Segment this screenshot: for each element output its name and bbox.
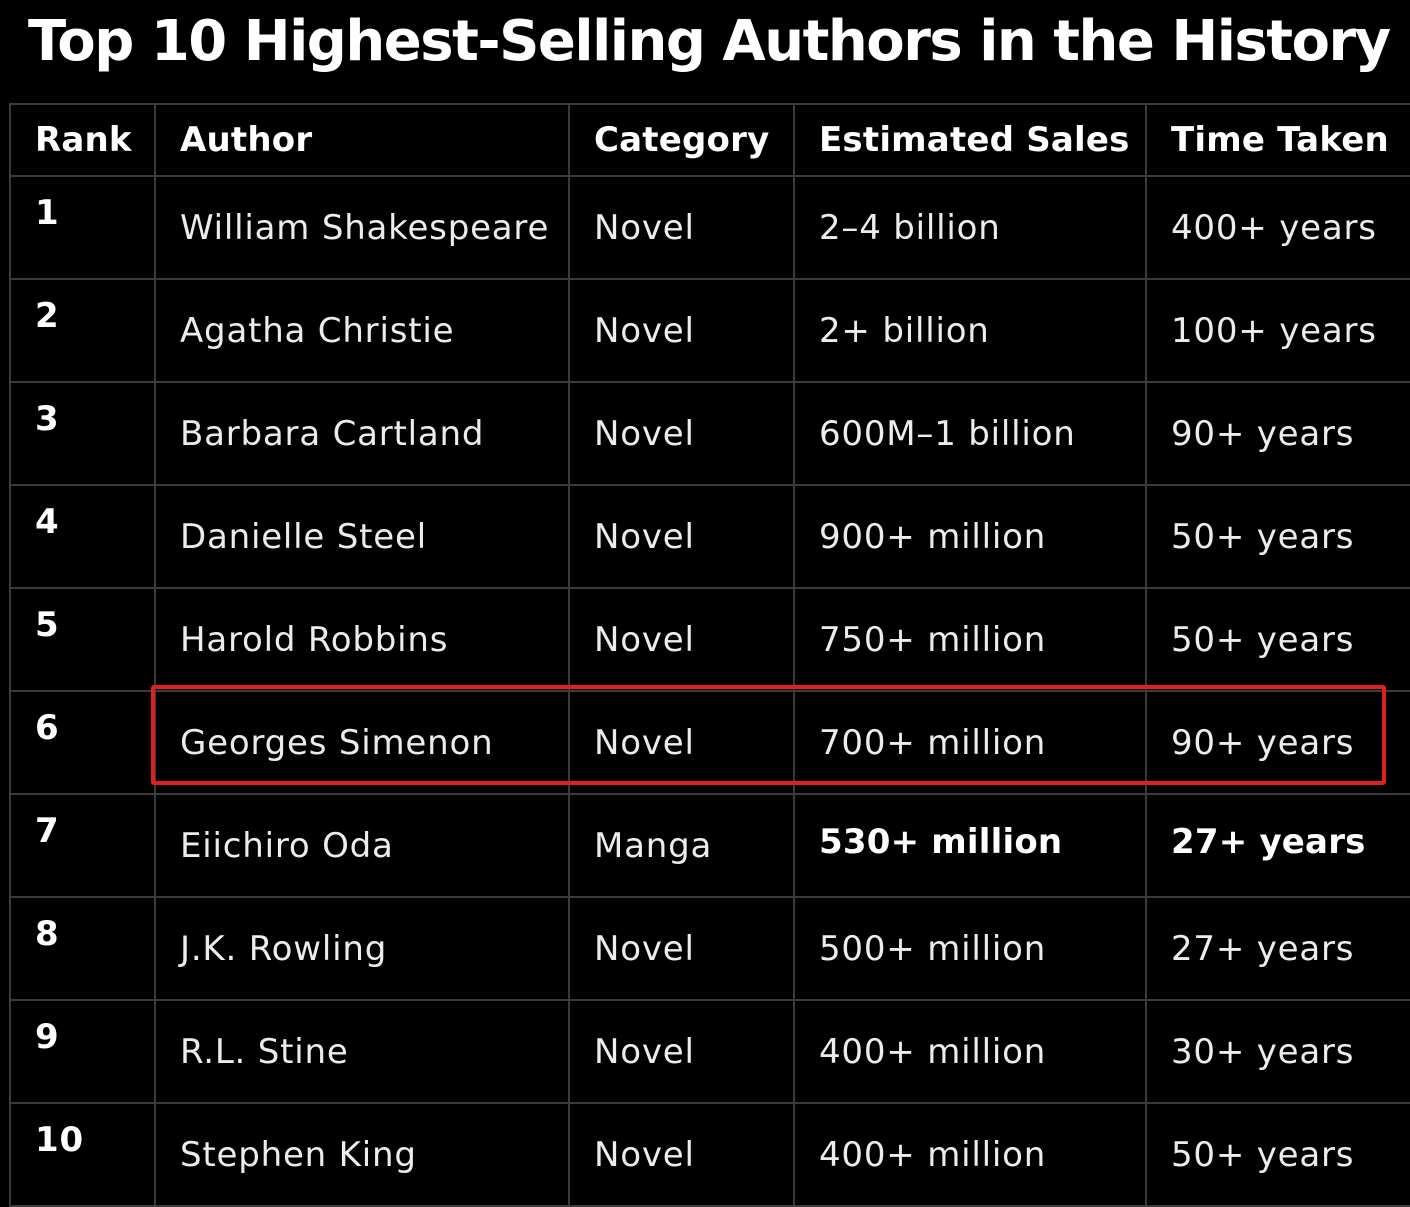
rank-cell: 4 bbox=[9, 484, 156, 589]
sales-cell: 2–4 billion bbox=[793, 175, 1147, 280]
rank-cell: 7 bbox=[9, 793, 156, 898]
rank-cell: 9 bbox=[9, 999, 156, 1104]
category-cell: Novel bbox=[568, 587, 795, 692]
author-cell: J.K. Rowling bbox=[154, 896, 570, 1001]
time-cell: 50+ years bbox=[1145, 587, 1410, 692]
sales-cell: 900+ million bbox=[793, 484, 1147, 589]
header-row: Rank Author Category Estimated Sales Tim… bbox=[9, 103, 1410, 177]
time-cell: 50+ years bbox=[1145, 1102, 1410, 1207]
table-row: 1 William Shakespeare Novel 2–4 billion … bbox=[9, 175, 1410, 280]
sales-cell: 700+ million bbox=[793, 690, 1147, 795]
rank-cell: 3 bbox=[9, 381, 156, 486]
category-cell: Novel bbox=[568, 999, 795, 1104]
rank-cell: 8 bbox=[9, 896, 156, 1001]
table-row: 5 Harold Robbins Novel 750+ million 50+ … bbox=[9, 587, 1410, 692]
sales-cell: 500+ million bbox=[793, 896, 1147, 1001]
author-cell: William Shakespeare bbox=[154, 175, 570, 280]
time-cell: 27+ years bbox=[1145, 896, 1410, 1001]
author-cell: Barbara Cartland bbox=[154, 381, 570, 486]
table-header: Rank Author Category Estimated Sales Tim… bbox=[9, 103, 1410, 177]
rank-cell: 1 bbox=[9, 175, 156, 280]
time-cell: 100+ years bbox=[1145, 278, 1410, 383]
table-row: 3 Barbara Cartland Novel 600M–1 billion … bbox=[9, 381, 1410, 486]
category-cell: Manga bbox=[568, 793, 795, 898]
table-row: 10 Stephen King Novel 400+ million 50+ y… bbox=[9, 1102, 1410, 1207]
table-row: 2 Agatha Christie Novel 2+ billion 100+ … bbox=[9, 278, 1410, 383]
author-cell: R.L. Stine bbox=[154, 999, 570, 1104]
time-cell: 90+ years bbox=[1145, 690, 1410, 795]
header-category: Category bbox=[568, 103, 795, 177]
table-row: 6 Georges Simenon Novel 700+ million 90+… bbox=[9, 690, 1410, 795]
category-cell: Novel bbox=[568, 690, 795, 795]
header-rank: Rank bbox=[9, 103, 156, 177]
highlighted-row: 7 Eiichiro Oda Manga 530+ million 27+ ye… bbox=[9, 793, 1410, 898]
rank-cell: 10 bbox=[9, 1102, 156, 1207]
category-cell: Novel bbox=[568, 896, 795, 1001]
table-row: 9 R.L. Stine Novel 400+ million 30+ year… bbox=[9, 999, 1410, 1104]
time-cell: 50+ years bbox=[1145, 484, 1410, 589]
header-author: Author bbox=[154, 103, 570, 177]
sales-cell: 400+ million bbox=[793, 1102, 1147, 1207]
sales-cell: 750+ million bbox=[793, 587, 1147, 692]
sales-cell: 600M–1 billion bbox=[793, 381, 1147, 486]
table-row: 4 Danielle Steel Novel 900+ million 50+ … bbox=[9, 484, 1410, 589]
header-estimated-sales: Estimated Sales bbox=[793, 103, 1147, 177]
page-title: Top 10 Highest-Selling Authors in the Hi… bbox=[28, 9, 1391, 74]
time-cell: 30+ years bbox=[1145, 999, 1410, 1104]
category-cell: Novel bbox=[568, 175, 795, 280]
time-cell: 27+ years bbox=[1145, 793, 1410, 898]
category-cell: Novel bbox=[568, 381, 795, 486]
rank-cell: 5 bbox=[9, 587, 156, 692]
author-cell: Danielle Steel bbox=[154, 484, 570, 589]
header-time-taken: Time Taken bbox=[1145, 103, 1410, 177]
authors-table: Rank Author Category Estimated Sales Tim… bbox=[9, 103, 1410, 1207]
sales-cell: 400+ million bbox=[793, 999, 1147, 1104]
author-cell: Georges Simenon bbox=[154, 690, 570, 795]
sales-cell: 530+ million bbox=[793, 793, 1147, 898]
category-cell: Novel bbox=[568, 278, 795, 383]
category-cell: Novel bbox=[568, 1102, 795, 1207]
rank-cell: 6 bbox=[9, 690, 156, 795]
author-cell: Stephen King bbox=[154, 1102, 570, 1207]
category-cell: Novel bbox=[568, 484, 795, 589]
sales-cell: 2+ billion bbox=[793, 278, 1147, 383]
time-cell: 90+ years bbox=[1145, 381, 1410, 486]
author-cell: Eiichiro Oda bbox=[154, 793, 570, 898]
rank-cell: 2 bbox=[9, 278, 156, 383]
table-row: 8 J.K. Rowling Novel 500+ million 27+ ye… bbox=[9, 896, 1410, 1001]
table-body: 1 William Shakespeare Novel 2–4 billion … bbox=[9, 175, 1410, 1207]
time-cell: 400+ years bbox=[1145, 175, 1410, 280]
author-cell: Agatha Christie bbox=[154, 278, 570, 383]
author-cell: Harold Robbins bbox=[154, 587, 570, 692]
